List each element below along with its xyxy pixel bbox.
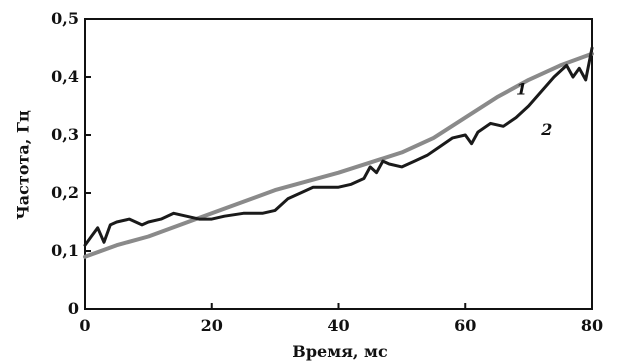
x-tick-label: 60 (454, 316, 476, 335)
series-label-1: 1 (516, 79, 527, 98)
series-line-1 (83, 51, 594, 259)
y-tick-label: 0,2 (51, 183, 79, 202)
x-tick-label: 0 (79, 316, 90, 335)
y-tick-label: 0,1 (51, 241, 79, 260)
x-tick-label: 80 (581, 316, 603, 335)
series-label-2: 2 (540, 120, 552, 139)
annotation-layer: 12 (516, 79, 552, 139)
y-tick-label: 0 (68, 299, 79, 318)
y-tick-label: 0,5 (51, 9, 79, 28)
x-tick-label: 40 (327, 316, 349, 335)
y-tick-label: 0,3 (51, 125, 79, 144)
x-tick-label: 20 (201, 316, 223, 335)
series-line-2 (83, 46, 594, 247)
plot-frame (84, 18, 593, 310)
series-layer (83, 46, 594, 259)
ticks: 0 20 40 60 80 0 0,1 0,2 0,3 0,4 0,5 (51, 9, 603, 335)
y-tick-label: 0,4 (51, 67, 79, 86)
x-axis-title: Время, мс (292, 342, 388, 361)
y-axis-title: Частота, Гц (14, 110, 33, 220)
